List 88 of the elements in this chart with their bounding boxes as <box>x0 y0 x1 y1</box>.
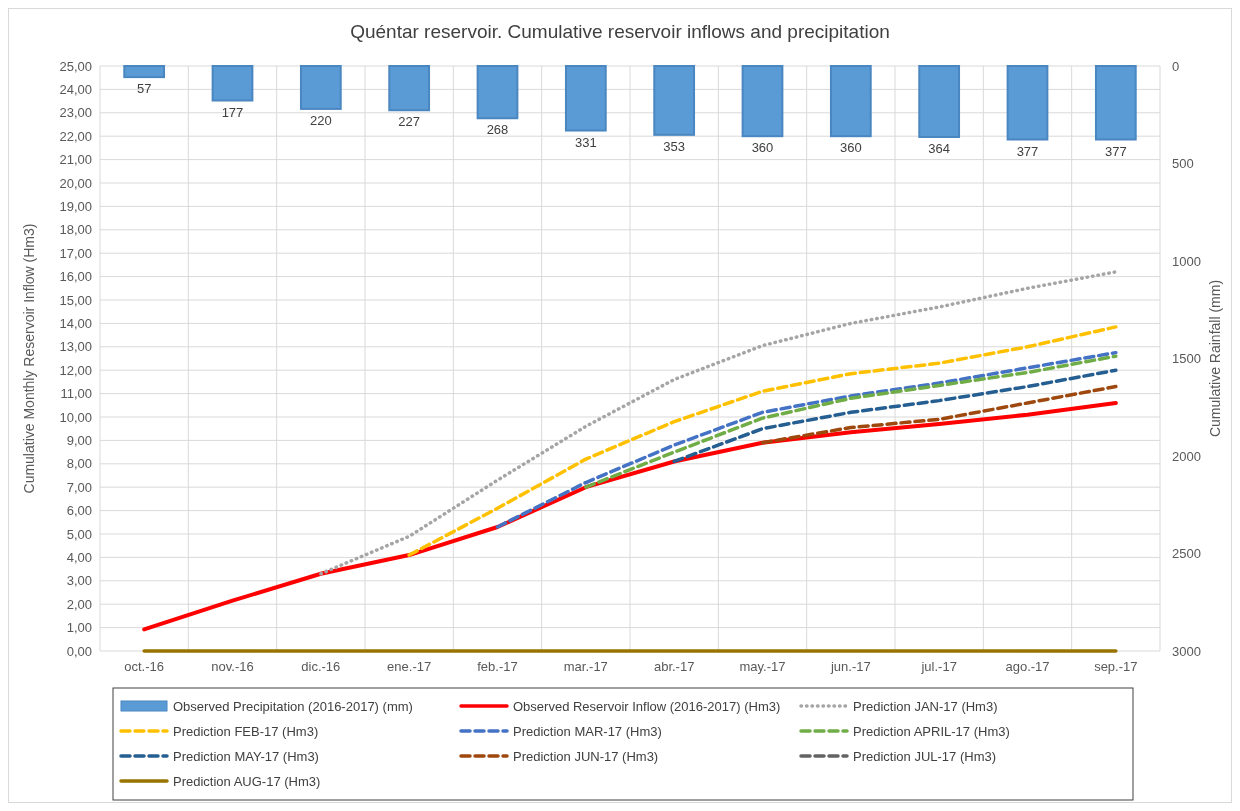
data-label: 360 <box>839 140 862 156</box>
y-tick-label: 14,00 <box>59 315 92 331</box>
y-tick-label: 22,00 <box>59 128 92 144</box>
legend-label: Prediction APRIL-17 (Hm3) <box>853 723 1010 739</box>
legend-label: Prediction MAR-17 (Hm3) <box>513 723 662 739</box>
data-label: 220 <box>309 112 332 128</box>
x-tick-label: mar.-17 <box>563 659 608 674</box>
data-label: 360 <box>751 140 774 156</box>
y-tick-label: 3,00 <box>66 573 92 589</box>
y2-axis-title: Cumulative Rainfall (mm) <box>1207 279 1223 438</box>
bar <box>123 65 166 79</box>
data-label: 227 <box>398 114 421 130</box>
y-tick-label: 25,00 <box>59 58 92 74</box>
legend-label: Observed Precipitation (2016-2017) (mm) <box>173 698 413 714</box>
y-tick-label: 0,00 <box>66 643 92 659</box>
y2-tick-label: 2000 <box>1172 448 1201 464</box>
x-tick-label: may.-17 <box>739 659 786 674</box>
bar <box>564 65 607 132</box>
data-label: 57 <box>136 81 152 97</box>
x-tick-label: jun.-17 <box>829 659 871 674</box>
y-tick-label: 24,00 <box>59 81 92 97</box>
legend-label: Prediction MAY-17 (Hm3) <box>173 748 319 764</box>
bar <box>1006 65 1049 141</box>
bar <box>741 65 784 138</box>
y-tick-label: 10,00 <box>59 409 92 425</box>
legend-label: Prediction JUN-17 (Hm3) <box>513 748 659 764</box>
y-tick-label: 2,00 <box>66 596 92 612</box>
y-tick-label: 7,00 <box>66 479 92 495</box>
x-tick-label: dic.-16 <box>301 659 341 674</box>
y2-tick-label: 1500 <box>1172 351 1201 366</box>
data-label: 177 <box>221 104 244 120</box>
legend-label: Observed Reservoir Inflow (2016-2017) (Hm3) <box>513 698 781 714</box>
y-tick-label: 4,00 <box>66 549 92 565</box>
x-tick-label: nov.-16 <box>211 659 254 674</box>
y-tick-label: 1,00 <box>66 620 92 636</box>
line-series <box>672 368 1118 464</box>
y-axis-title: Cumulative Monthly Reservoir Inflow (Hm3) <box>21 223 37 494</box>
data-label: 331 <box>574 134 597 150</box>
x-tick-label: abr.-17 <box>653 659 695 674</box>
bar <box>829 65 872 138</box>
bar <box>388 65 431 112</box>
y-tick-label: 20,00 <box>59 175 92 191</box>
y-tick-label: 9,00 <box>66 432 92 448</box>
line-series <box>319 270 1118 576</box>
x-tick-label: feb.-17 <box>477 659 518 674</box>
y2-tick-label: 3000 <box>1172 643 1201 659</box>
y2-tick-label: 500 <box>1172 156 1194 171</box>
line-series <box>495 350 1118 529</box>
y-tick-label: 16,00 <box>59 269 92 285</box>
y-tick-label: 23,00 <box>59 105 92 121</box>
line-series <box>760 384 1118 445</box>
y-tick-label: 21,00 <box>59 152 92 168</box>
y2-tick-label: 2500 <box>1172 546 1201 561</box>
legend-label: Prediction FEB-17 (Hm3) <box>173 723 319 739</box>
y-tick-label: 19,00 <box>59 198 92 214</box>
line-series <box>407 325 1118 557</box>
bar <box>1094 65 1137 141</box>
chart-title: Quéntar reservoir. Cumulative reservoir inflows and precipitation <box>350 21 890 42</box>
x-tick-label: oct.-16 <box>124 659 165 674</box>
legend-label: Prediction JAN-17 (Hm3) <box>853 698 998 714</box>
y-tick-label: 13,00 <box>59 339 92 355</box>
y-tick-label: 6,00 <box>66 503 92 519</box>
bar <box>918 65 961 138</box>
legend-label: Prediction JUL-17 (Hm3) <box>853 748 997 764</box>
data-label: 353 <box>663 138 686 154</box>
bar <box>211 65 254 102</box>
x-tick-label: sep.-17 <box>1094 659 1138 674</box>
y2-tick-label: 1000 <box>1172 253 1201 269</box>
bar <box>299 65 342 110</box>
data-label: 377 <box>1016 143 1039 159</box>
y-tick-label: 11,00 <box>60 386 92 402</box>
x-tick-label: ago.-17 <box>1005 659 1050 674</box>
y-tick-label: 15,00 <box>59 292 92 308</box>
y-tick-label: 5,00 <box>66 526 92 542</box>
data-label: 364 <box>928 140 951 156</box>
data-label: 377 <box>1104 143 1127 159</box>
y2-tick-label: 0 <box>1172 58 1180 74</box>
y-tick-label: 18,00 <box>59 222 92 238</box>
legend-label: Prediction AUG-17 (Hm3) <box>173 773 321 789</box>
y-tick-label: 12,00 <box>59 362 92 378</box>
y-tick-label: 8,00 <box>66 456 92 472</box>
x-tick-label: ene.-17 <box>387 659 432 674</box>
line-series <box>584 354 1118 489</box>
bar <box>653 65 696 136</box>
x-tick-label: jul.-17 <box>920 659 957 674</box>
data-label: 268 <box>486 122 509 138</box>
bar <box>476 65 519 120</box>
y-tick-label: 17,00 <box>59 245 92 261</box>
